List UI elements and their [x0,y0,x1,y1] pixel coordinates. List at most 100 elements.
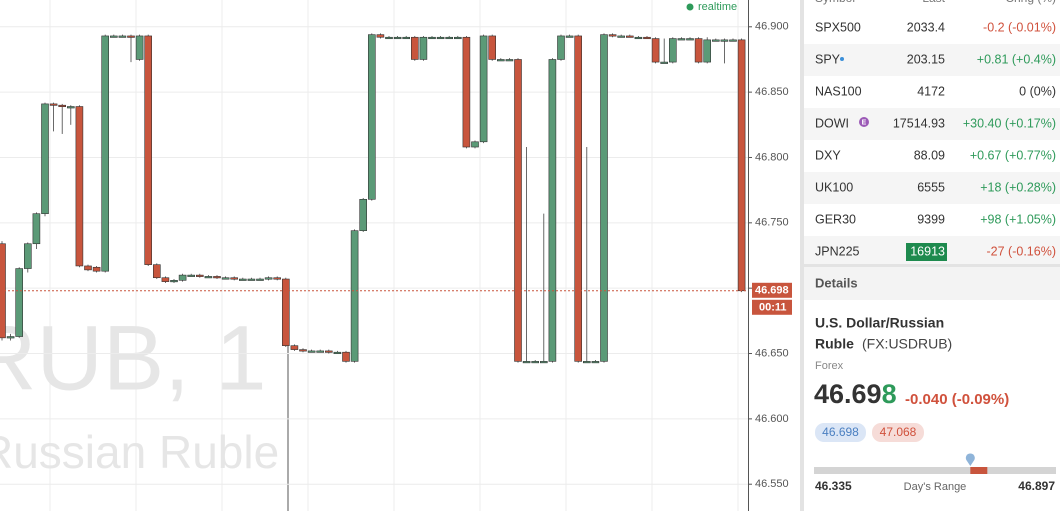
symbol[interactable]: GER30 [815,212,856,226]
change: +98 (+1.05%) [980,212,1056,226]
candle-body [729,39,737,42]
candle-body [677,38,686,41]
candle-body [574,35,583,362]
candle-body [58,104,67,108]
live-dot [840,57,844,61]
y-tick-label: 46.550 [755,478,789,490]
candle-body [324,350,333,353]
candle-body [239,278,247,281]
candle-body [514,59,522,362]
bid: 46.698 [822,425,859,439]
candle-body [110,35,118,38]
candle-body [213,276,221,279]
symbol[interactable]: SPX500 [815,20,861,34]
details-header-bg [804,267,1060,300]
candle-body [49,103,58,106]
candle-body [582,361,591,364]
countdown: 00:11 [759,302,787,314]
symbol[interactable]: NAS100 [815,84,862,98]
candle-body [290,345,299,350]
symbol[interactable]: UK100 [815,180,853,194]
candle-body [67,106,75,109]
row-bg [804,108,1060,140]
change: +30.40 (+0.17%) [963,116,1056,130]
last: 4172 [917,84,945,98]
row-bg [804,44,1060,76]
symbol[interactable]: DXY [815,148,841,162]
candle-body [204,276,213,279]
candle-body [84,265,92,271]
candle-body [445,36,454,40]
candle-body [256,278,264,281]
candle-body [539,361,548,364]
price-last: 8 [882,379,897,409]
last-highlight [906,243,947,261]
candle-body [634,36,643,40]
countdown-box [752,299,792,315]
candle-body [591,361,600,364]
candle-body [342,351,350,362]
y-tick-label: 46.600 [755,413,789,425]
candle-body [92,266,101,272]
last: 9399 [917,212,945,226]
change: 0 (0%) [1019,84,1056,98]
candle-body [694,38,703,63]
ask: 47.068 [880,425,917,439]
candle-body [161,277,170,282]
row-bg [804,172,1060,204]
candle-body [393,36,402,40]
candle-body [660,61,669,64]
candle-body [316,350,325,353]
details-header: Details [815,275,858,290]
badge-text: E [862,119,867,126]
candle-body [617,35,626,38]
candles [0,33,748,364]
candle-body [686,38,694,41]
change: -0.2 (-0.01%) [983,20,1056,34]
badge [859,117,869,127]
candle-body [720,39,729,42]
range-label: Day's Range [904,481,967,493]
candle-body [505,59,514,62]
candle-body [436,36,445,40]
symbol[interactable]: DOWI [815,116,849,130]
kind: Forex [815,360,844,372]
candle-body [264,277,273,280]
instrument-name: U.S. Dollar/Russian [815,315,944,331]
candle-body [548,59,557,362]
candle-body [428,36,436,40]
candle-body [668,38,677,63]
price-main: 46.69 [814,379,882,409]
range-fill [970,467,988,474]
column-header: Symbol [815,0,855,5]
realtime: realtime [698,1,737,13]
symbol[interactable]: JPN225 [815,244,860,258]
candle-body [170,280,178,283]
watermark: Russian Ruble [0,426,279,478]
candle-body [101,35,109,272]
candle-body [23,243,32,269]
symbol[interactable]: SPY [815,52,841,66]
column-header: Chng (%) [1005,0,1056,5]
candle-body [471,141,479,148]
ticker: (FX:USDRUB) [862,336,952,352]
range-high: 46.897 [1018,479,1055,493]
candle-body [135,35,144,60]
last: 16913 [910,244,945,258]
candle-body [144,35,152,265]
candle-body [565,35,574,38]
candle-body [307,350,316,353]
change: +0.81 (+0.4%) [977,52,1056,66]
instrument-name: Ruble [815,336,854,352]
candle-body [367,34,376,200]
candle-body [75,106,84,267]
last: 203.15 [907,52,945,66]
y-tick-label: 46.850 [755,86,789,98]
candle-body [402,36,411,40]
candle-body [496,59,505,62]
candle-body [522,361,531,364]
range-low: 46.335 [815,479,852,493]
change: +0.67 (+0.77%) [970,148,1056,162]
details-top-border [804,264,1060,267]
